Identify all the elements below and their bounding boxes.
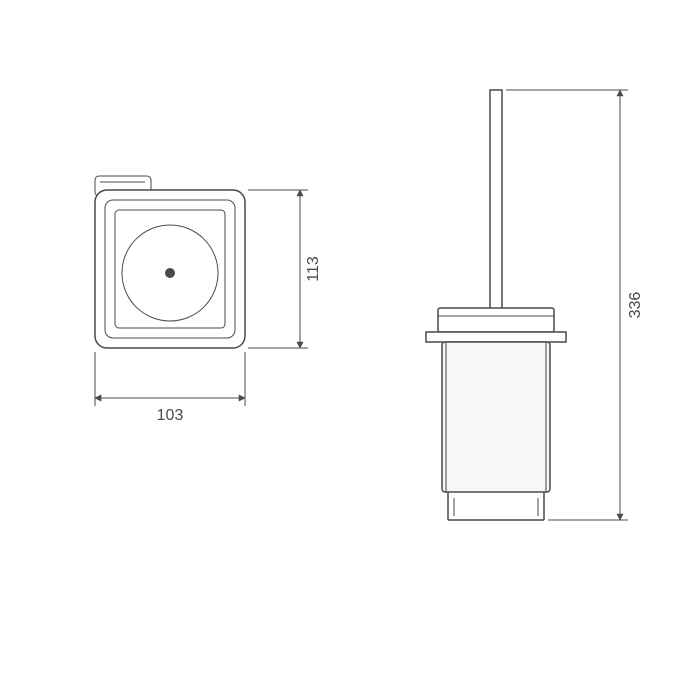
dim-height-113: 113: [248, 190, 322, 348]
holder-cup: [442, 342, 550, 492]
mount-bracket: [448, 492, 544, 520]
dim-width-label: 103: [157, 407, 184, 424]
top-view-center-dot: [165, 268, 175, 278]
side-view: 336: [426, 90, 644, 520]
brush-handle: [490, 90, 502, 310]
top-view: 103 113: [95, 176, 322, 424]
dim-width-103: 103: [95, 352, 245, 424]
dim-height-336-label: 336: [627, 292, 644, 319]
holder-flange: [426, 332, 566, 342]
dim-height-113-label: 113: [305, 256, 322, 282]
holder-cap: [438, 308, 554, 332]
technical-drawing: 103 113: [0, 0, 700, 700]
